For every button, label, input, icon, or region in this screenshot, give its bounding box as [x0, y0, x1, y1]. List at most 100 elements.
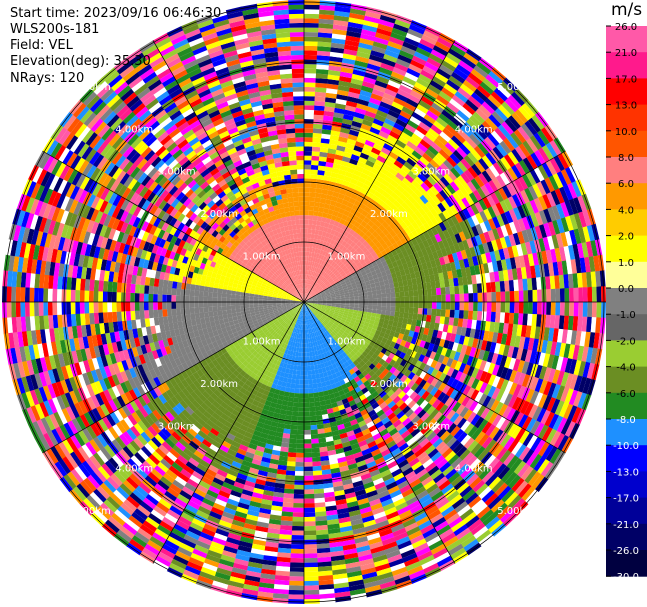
- radar-gate: [516, 347, 524, 361]
- radar-gate: [556, 370, 565, 386]
- radar-gate: [317, 279, 322, 285]
- radar-gate: [295, 466, 304, 472]
- radar-gate: [508, 115, 522, 130]
- radar-gate: [407, 313, 414, 320]
- radar-gate: [339, 131, 350, 139]
- radar-gate: [462, 354, 470, 365]
- radar-gate: [584, 256, 591, 273]
- radar-gate: [504, 280, 510, 292]
- radar-gate: [500, 333, 508, 345]
- radar-gate: [334, 271, 340, 277]
- radar-gate: [496, 214, 505, 227]
- radar-gate: [368, 240, 376, 248]
- radar-gate: [596, 302, 602, 318]
- radar-gate: [475, 274, 482, 284]
- radar-gate: [567, 273, 574, 289]
- radar-gate: [411, 221, 420, 230]
- radar-gate: [543, 222, 552, 238]
- radar-gate: [372, 118, 385, 127]
- radar-gate: [411, 229, 419, 238]
- radar-gate: [436, 179, 447, 190]
- radar-gate: [311, 252, 315, 258]
- radar-gate: [316, 220, 322, 226]
- radar-gate: [430, 336, 437, 345]
- radar-gate: [308, 215, 314, 221]
- radar-gate: [309, 275, 313, 281]
- radar-gate: [333, 19, 349, 27]
- radar-gate: [454, 285, 460, 295]
- radar-gate: [357, 286, 363, 291]
- radar-gate: [418, 241, 426, 250]
- radar-gate: [557, 328, 564, 343]
- radar-gate: [353, 258, 360, 265]
- radar-gate: [590, 271, 597, 288]
- radar-gate: [422, 302, 428, 309]
- radar-gate: [315, 78, 328, 84]
- radar-gate: [558, 402, 569, 418]
- radar-gate: [590, 240, 598, 257]
- radar-gate: [458, 285, 464, 294]
- radar-gate: [334, 107, 346, 115]
- radar-gate: [335, 98, 347, 106]
- radar-gate: [502, 185, 512, 199]
- radar-gate: [422, 135, 434, 146]
- radar-gate: [303, 498, 315, 504]
- radar-gate: [411, 55, 427, 66]
- radar-gate: [454, 361, 463, 371]
- radar-gate: [314, 290, 319, 294]
- radar-gate: [316, 279, 321, 284]
- radar-gate: [308, 270, 311, 276]
- radar-gate: [417, 42, 433, 54]
- radar-gate: [316, 294, 322, 298]
- radar-gate: [459, 143, 471, 156]
- radar-gate: [288, 585, 304, 591]
- radar-gate: [338, 287, 344, 291]
- radar-gate: [317, 268, 321, 274]
- radar-gate: [356, 180, 365, 188]
- radar-gate: [333, 288, 339, 293]
- radar-gate: [368, 227, 376, 235]
- radar-gate: [285, 415, 292, 421]
- radar-gate: [523, 290, 529, 303]
- radar-gate: [420, 182, 430, 192]
- radar-gate: [313, 119, 324, 125]
- radar-gate: [327, 185, 335, 192]
- radar-gate: [385, 225, 393, 233]
- radar-gate: [308, 397, 315, 403]
- radar-gate: [407, 240, 415, 249]
- radar-gate: [319, 151, 328, 158]
- radar-gate: [404, 302, 410, 308]
- radar-gate: [446, 170, 457, 182]
- radar-gate: [441, 60, 457, 72]
- radar-gate: [305, 270, 308, 275]
- radar-gate: [380, 327, 387, 334]
- radar-gate: [344, 205, 352, 213]
- radar-gate: [380, 62, 395, 72]
- radar-gate: [471, 367, 480, 379]
- radar-gate: [412, 313, 418, 320]
- radar-gate: [456, 268, 463, 278]
- radar-gate: [560, 357, 569, 373]
- radar-gate: [317, 274, 322, 279]
- radar-gate: [304, 242, 308, 248]
- radar-gate: [347, 21, 364, 29]
- radar-gate: [304, 196, 310, 202]
- radar-gate: [331, 297, 336, 300]
- radar-gate: [285, 470, 296, 476]
- radar-gate: [560, 217, 570, 233]
- radar-gate: [520, 325, 527, 338]
- radar-gate: [460, 158, 472, 170]
- radar-gate: [405, 323, 412, 331]
- radar-gate: [511, 268, 518, 281]
- radar-gate: [337, 222, 344, 229]
- radar-gate: [482, 196, 492, 209]
- radar-gate: [323, 287, 328, 291]
- radar-gate: [291, 525, 304, 531]
- radar-gate: [304, 347, 307, 353]
- radar-gate: [299, 379, 304, 385]
- radar-gate: [485, 252, 492, 264]
- radar-gate: [328, 271, 334, 277]
- radar-gate: [304, 178, 311, 184]
- radar-gate: [522, 140, 535, 156]
- radar-gate: [303, 516, 316, 522]
